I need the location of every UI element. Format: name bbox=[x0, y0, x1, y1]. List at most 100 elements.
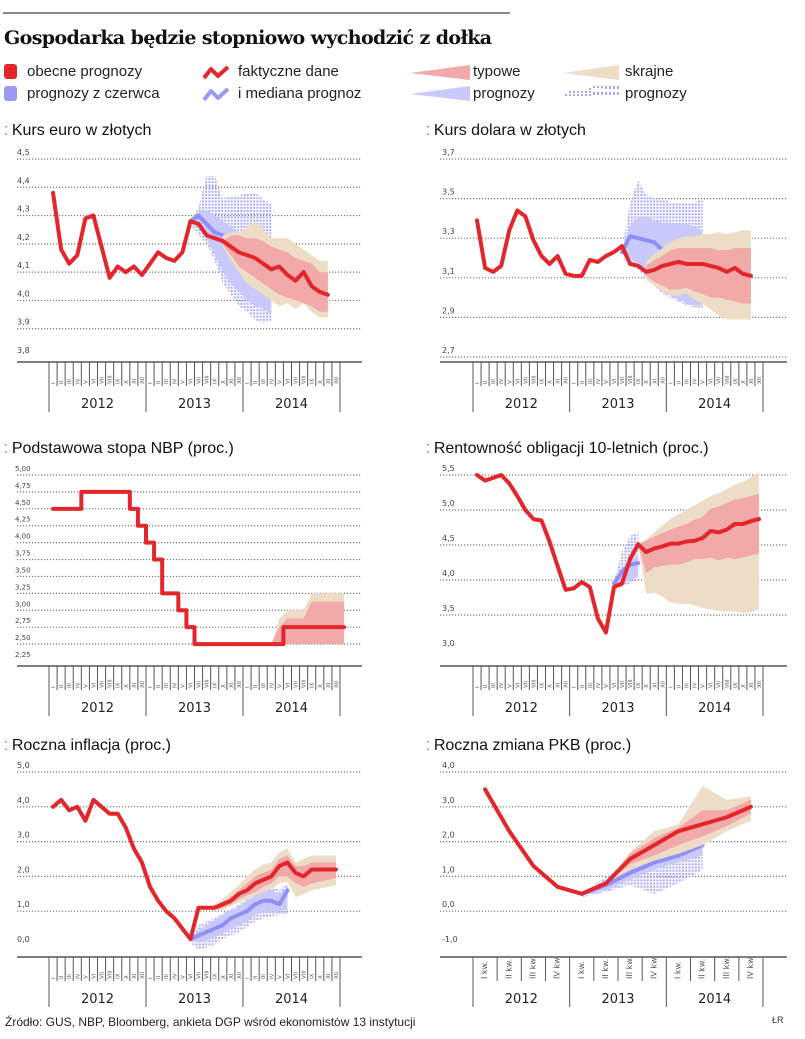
dot bbox=[609, 93, 611, 95]
x-tick-label: V bbox=[701, 380, 707, 384]
dot bbox=[585, 94, 587, 96]
x-tick-label: VI bbox=[188, 973, 194, 979]
y-tick-label: 2,0 bbox=[17, 865, 30, 874]
y-tick-label: 2,7 bbox=[442, 346, 455, 355]
x-tick-label: X bbox=[318, 684, 324, 688]
grid: 4,0 3,0 2,0 1,0 0,0 -1,0 bbox=[440, 761, 787, 944]
x-tick-label: V bbox=[507, 380, 513, 384]
x-tick-label: II bbox=[483, 380, 489, 384]
x-tick-label: IV bbox=[269, 378, 275, 384]
x-tick-label: IV bbox=[75, 378, 81, 384]
x-tick-label: VII bbox=[100, 681, 106, 688]
x-tick-label: I bbox=[245, 977, 251, 979]
y-tick-label: 0,0 bbox=[17, 935, 30, 944]
x-tick-label: VI bbox=[188, 378, 194, 384]
x-tick-label: IX bbox=[310, 682, 316, 688]
y-tick-label: 3,7 bbox=[442, 148, 455, 157]
y-tick-label: 4,4 bbox=[17, 176, 30, 185]
x-tick-label: V bbox=[83, 380, 89, 384]
y-tick-label: 3,0 bbox=[442, 639, 455, 648]
x-tick-label: I bbox=[148, 686, 154, 688]
x-tick-label: IV bbox=[596, 682, 602, 688]
x-tick-label: I bbox=[148, 977, 154, 979]
current-median-line bbox=[236, 625, 347, 647]
y-tick-label: 4,0 bbox=[442, 761, 455, 770]
y-tick-label: 4,0 bbox=[17, 289, 30, 298]
gdp-chart: 4,0 3,0 2,0 1,0 0,0 -1,0 I kw. II kw. III kw. IV … bbox=[440, 761, 787, 1007]
x-axis: I kw. II kw. III kw. IV kw. I kw. II kw. III k… bbox=[440, 956, 787, 1007]
y-tick-label: 4,1 bbox=[17, 261, 30, 270]
panel-title: ⁚ Kurs dolara w złotych bbox=[426, 122, 586, 139]
x-tick-label: VII bbox=[100, 972, 106, 979]
y-tick-label: 3,1 bbox=[442, 267, 455, 276]
year-label: 2013 bbox=[178, 397, 211, 412]
x-tick-label: III bbox=[261, 683, 267, 688]
x-tick-label: II bbox=[59, 684, 65, 688]
year-label: 2012 bbox=[81, 397, 114, 412]
x-tick-label: II bbox=[156, 684, 162, 688]
x-tick-label: II bbox=[253, 684, 259, 688]
x-tick-label: VIII bbox=[725, 679, 731, 688]
dots-icon: ⁚ bbox=[426, 739, 430, 753]
x-tick-label: III bbox=[164, 974, 170, 979]
x-tick-label: IX bbox=[636, 682, 642, 688]
x-tick-label: X bbox=[221, 380, 227, 384]
x-tick-label: VIII bbox=[205, 970, 211, 979]
panel-dollar: ⁚ Kurs dolara w złotych 3,7 3,5 3,3 3,1 2,9 2,… bbox=[400, 120, 805, 420]
dot bbox=[581, 94, 583, 96]
x-tick-label: VII bbox=[620, 377, 626, 384]
panel-inflation: ⁚ Roczna inflacja (proc.) 5,0 4,0 3,0 2,0 1,0… bbox=[0, 735, 400, 1010]
year-label: 2012 bbox=[81, 992, 114, 1007]
x-tick-label: IV kw. bbox=[649, 956, 658, 979]
dot bbox=[577, 91, 579, 93]
year-label: 2012 bbox=[81, 701, 114, 716]
dot bbox=[597, 93, 599, 95]
x-tick-label: XII bbox=[660, 681, 666, 688]
x-tick-label: VIII bbox=[628, 375, 634, 384]
x-tick-label: VI bbox=[709, 378, 715, 384]
x-tick-label: V bbox=[507, 684, 513, 688]
x-axis: I II III IV V VI VII VIII IX X XI XII I II III IV V VI VII… bbox=[17, 361, 362, 412]
x-tick-label: IX bbox=[310, 973, 316, 979]
x-tick-label: III bbox=[261, 379, 267, 384]
x-tick-label: III bbox=[684, 379, 690, 384]
x-tick-label: VI bbox=[91, 973, 97, 979]
grid: 4,5 4,4 4,3 4,2 4,1 4,0 3,9 3,8 bbox=[17, 148, 362, 355]
x-tick-label: I bbox=[51, 382, 57, 384]
bond-yield-chart: 5,55,04,54,03,53,0I II III IV V VI VII VIII IX X X… bbox=[440, 464, 787, 716]
x-tick-label: X bbox=[221, 975, 227, 979]
red-square-icon bbox=[4, 64, 17, 79]
dot bbox=[605, 93, 607, 95]
x-tick-label: II bbox=[59, 380, 65, 384]
x-tick-label: III bbox=[491, 379, 497, 384]
y-tick-label: 4,50 bbox=[15, 499, 31, 507]
x-tick-label: I bbox=[572, 382, 578, 384]
x-tick-label: XI bbox=[132, 973, 138, 979]
x-tick-label: V bbox=[180, 684, 186, 688]
x-tick-label: VIII bbox=[531, 375, 537, 384]
dots-icon: ⁚ bbox=[4, 442, 8, 456]
x-tick-label: I bbox=[51, 977, 57, 979]
actual-line bbox=[483, 787, 608, 896]
x-tick-label: I bbox=[475, 686, 481, 688]
x-tick-label: VII bbox=[294, 972, 300, 979]
x-tick-label: XI bbox=[229, 973, 235, 979]
x-tick-label: XII bbox=[334, 377, 340, 384]
x-tick-label: VI bbox=[285, 973, 291, 979]
year-label: 2014 bbox=[275, 992, 308, 1007]
panel-gdp: ⁚ Roczna zmiana PKB (proc.) 4,0 3,0 2,0 1,0 0… bbox=[400, 735, 805, 1010]
current-typical-band bbox=[638, 493, 759, 573]
x-tick-label: VI bbox=[515, 682, 521, 688]
dots-icon: ⁚ bbox=[426, 442, 430, 456]
x-tick-label: V bbox=[83, 975, 89, 979]
dot bbox=[581, 91, 583, 93]
x-tick-label: II kw. bbox=[698, 959, 707, 979]
x-tick-label: I kw. bbox=[673, 961, 682, 979]
top-rule bbox=[3, 12, 510, 14]
x-tick-label: XII bbox=[237, 681, 243, 688]
x-tick-label: III bbox=[67, 379, 73, 384]
x-tick-label: II bbox=[156, 975, 162, 979]
year-label: 2014 bbox=[275, 701, 308, 716]
x-tick-label: XI bbox=[326, 378, 332, 384]
x-tick-label: XI bbox=[229, 682, 235, 688]
